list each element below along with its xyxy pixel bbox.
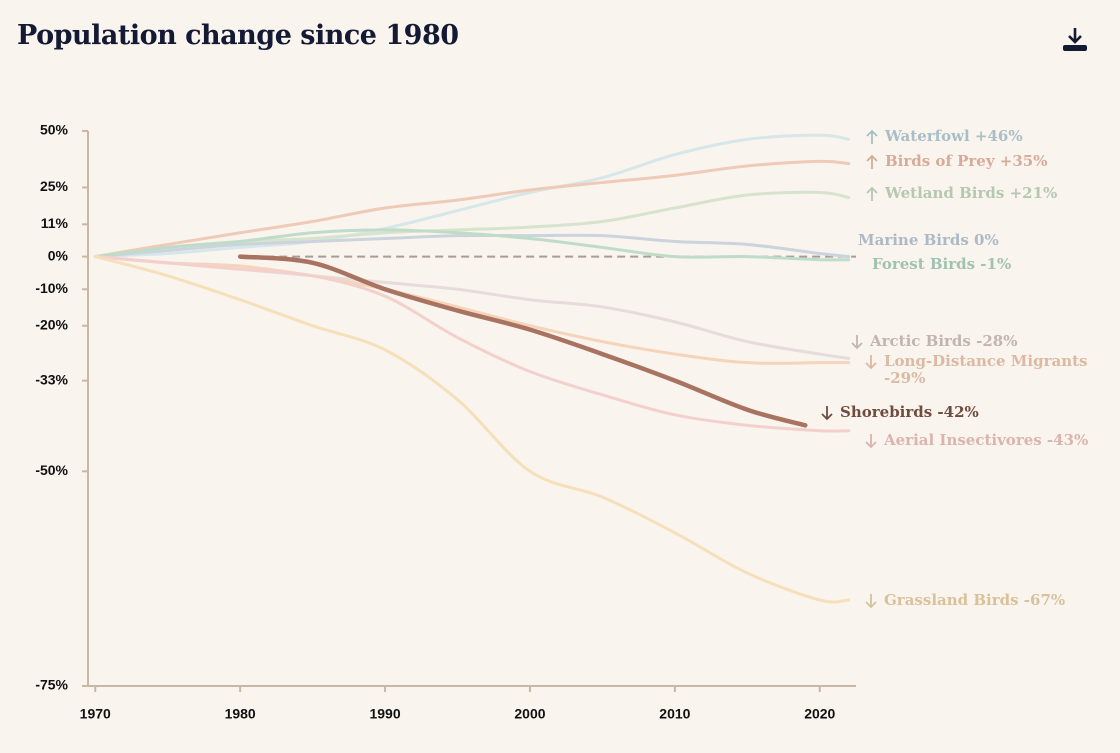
series-line xyxy=(93,255,851,365)
series-label: Aerial Insectivores -43% xyxy=(884,431,1089,449)
series-label: Wetland Birds +21% xyxy=(885,184,1058,202)
x-tick-label: 1990 xyxy=(369,706,400,722)
series-label: Long-Distance Migrants -29% xyxy=(884,352,1088,387)
chart-title: Population change since 1980 xyxy=(17,20,459,51)
label-arrow xyxy=(865,594,877,609)
label-arrow xyxy=(866,154,878,169)
y-tick-label: 0% xyxy=(48,247,69,263)
series-label: Forest Birds -1% xyxy=(872,255,1012,273)
y-tick-label: 25% xyxy=(40,178,69,194)
series-line xyxy=(93,159,851,259)
y-tick-label: 50% xyxy=(40,122,69,138)
series-label: Waterfowl +46% xyxy=(885,127,1023,145)
x-tick-label: 2000 xyxy=(514,706,545,722)
y-tick-label: -33% xyxy=(35,371,68,387)
series-label: Arctic Birds -28% xyxy=(870,332,1018,350)
series-line xyxy=(93,255,851,433)
y-tick-label: -20% xyxy=(35,316,68,332)
download-button[interactable] xyxy=(1063,28,1087,51)
y-tick-label: -50% xyxy=(35,462,68,478)
label-arrow xyxy=(851,335,863,350)
series-line xyxy=(93,228,851,262)
series-label: Birds of Prey +35% xyxy=(885,152,1048,170)
label-arrow xyxy=(866,186,878,201)
series-line xyxy=(93,133,851,259)
y-tick-label: -10% xyxy=(35,280,68,296)
label-arrow xyxy=(865,355,877,370)
label-arrow xyxy=(821,406,833,421)
series-label: Marine Birds 0% xyxy=(858,231,999,249)
y-tick-label: -75% xyxy=(35,677,68,693)
series-line xyxy=(237,254,808,428)
series-label: Grassland Birds -67% xyxy=(884,591,1066,609)
x-tick-label: 2020 xyxy=(804,706,835,722)
label-arrow xyxy=(866,129,878,144)
x-tick-label: 1980 xyxy=(225,706,256,722)
x-tick-label: 2010 xyxy=(659,706,690,722)
x-tick-label: 1970 xyxy=(80,706,111,722)
series-line xyxy=(93,255,851,360)
label-arrow xyxy=(865,434,877,449)
y-tick-label: 11% xyxy=(41,215,69,231)
series-label: Shorebirds -42% xyxy=(840,403,979,421)
series-line xyxy=(93,255,851,604)
